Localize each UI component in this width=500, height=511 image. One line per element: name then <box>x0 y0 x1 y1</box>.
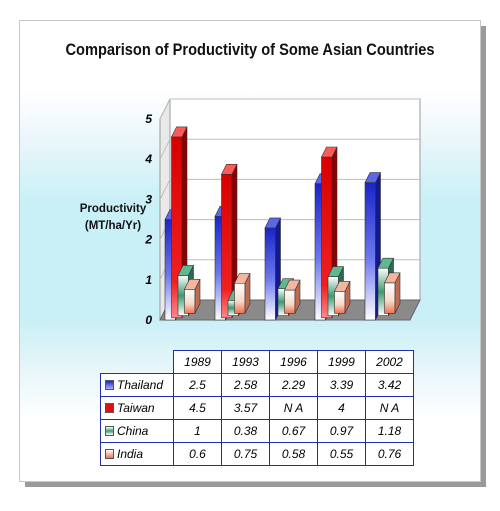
table-cell: 0.75 <box>221 442 270 466</box>
table-header-cell: 1999 <box>317 350 366 374</box>
table-cell: 4 <box>317 396 366 420</box>
series-name: China <box>117 424 149 438</box>
table-cell: 0.67 <box>269 419 318 443</box>
y-tick-label: 5 <box>145 112 152 126</box>
bar-taiwan-1999-top <box>321 146 338 158</box>
frame-shadow-right <box>481 26 486 486</box>
table-cell: N A <box>365 396 414 420</box>
gridline-side <box>159 138 171 160</box>
series-name: Thailand <box>117 378 164 392</box>
table-cell: 3.42 <box>365 373 414 397</box>
india-swatch <box>105 449 114 459</box>
y-tick-label: 0 <box>145 313 152 327</box>
table-header-row: 1989 1993 1996 1999 2002 <box>101 350 414 374</box>
y-tick-label: 1 <box>145 273 152 287</box>
y-tick-label: 4 <box>144 152 152 166</box>
table-cell: 0.76 <box>365 442 414 466</box>
table-cell: 0.6 <box>173 442 222 466</box>
legend-entry-india: India <box>100 442 174 466</box>
bar-india-1999-top <box>334 280 351 292</box>
table-cell: 1 <box>173 419 222 443</box>
table-cell: 1.18 <box>365 419 414 443</box>
bar-india-1989 <box>184 288 196 314</box>
bar-india-1989-top <box>184 278 201 290</box>
table-row: Taiwan 4.5 3.57 N A 4 N A <box>100 396 414 420</box>
table-header-cell: 1989 <box>173 350 222 374</box>
table-cell: N A <box>269 396 318 420</box>
thailand-swatch <box>105 380 114 390</box>
table-cell: 0.58 <box>269 442 318 466</box>
table-corner <box>101 351 174 374</box>
bar-india-1993-top <box>234 272 251 284</box>
bar-india-1996-top <box>284 279 301 291</box>
table-cell: 0.97 <box>317 419 366 443</box>
y-tick-label: 3 <box>145 192 152 206</box>
gridline-side <box>159 179 171 200</box>
legend-entry-china: China <box>100 419 174 443</box>
bar-china-1989-top <box>177 265 194 276</box>
bar-thailand-1996-top <box>264 217 281 229</box>
table-cell: 3.57 <box>221 396 270 420</box>
table-cell: 2.58 <box>221 373 270 397</box>
bar-india-1993 <box>234 282 246 314</box>
taiwan-swatch <box>105 403 114 413</box>
bar-china-2002-top <box>377 257 394 269</box>
y-axis-label-line1: Productivity <box>79 203 147 215</box>
series-name: Taiwan <box>117 401 155 415</box>
table-row: Thailand 2.5 2.58 2.29 3.39 3.42 <box>100 373 414 397</box>
frame-shadow-bottom <box>25 482 486 487</box>
table-header-cell: 2002 <box>365 350 414 374</box>
y-axis-label: Productivity (MT/ha/Yr) <box>68 201 158 235</box>
bar-thailand-2002 <box>364 182 376 321</box>
table-row: India 0.6 0.75 0.58 0.55 0.76 <box>100 442 414 466</box>
data-table: 1989 1993 1996 1999 2002 Thailand 2.5 2.… <box>100 350 414 466</box>
bar-china-1999-top <box>327 266 344 277</box>
table-cell: 0.38 <box>221 419 270 443</box>
china-swatch <box>105 426 114 436</box>
y-axis-label-line2: (MT/ha/Yr) <box>84 220 142 232</box>
table-header-cell: 1993 <box>221 350 270 374</box>
legend-entry-thailand: Thailand <box>100 373 174 397</box>
bar-taiwan-1989-top <box>171 126 188 138</box>
bar-india-1996 <box>284 289 296 314</box>
legend-entry-taiwan: Taiwan <box>100 396 174 420</box>
chart-title: Comparison of Productivity of Some Asian… <box>65 40 435 59</box>
bar-thailand-2002-top <box>364 172 381 183</box>
gridline-side <box>159 98 171 120</box>
table-cell: 0.55 <box>317 442 366 466</box>
bar-india-2002-top <box>384 272 401 284</box>
table-row: China 1 0.38 0.67 0.97 1.18 <box>100 419 414 443</box>
table-cell: 2.5 <box>173 373 222 397</box>
table-header-cell: 1996 <box>269 350 318 374</box>
table-cell: 3.39 <box>317 373 366 397</box>
y-tick-label: 2 <box>144 233 152 247</box>
table-cell: 4.5 <box>173 396 222 420</box>
bar-thailand-1996 <box>264 227 276 321</box>
bar-india-1999 <box>334 290 346 314</box>
bar-taiwan-1993-top <box>221 163 238 175</box>
bar-india-2002 <box>384 282 396 314</box>
table-cell: 2.29 <box>269 373 318 397</box>
series-name: India <box>117 447 144 461</box>
